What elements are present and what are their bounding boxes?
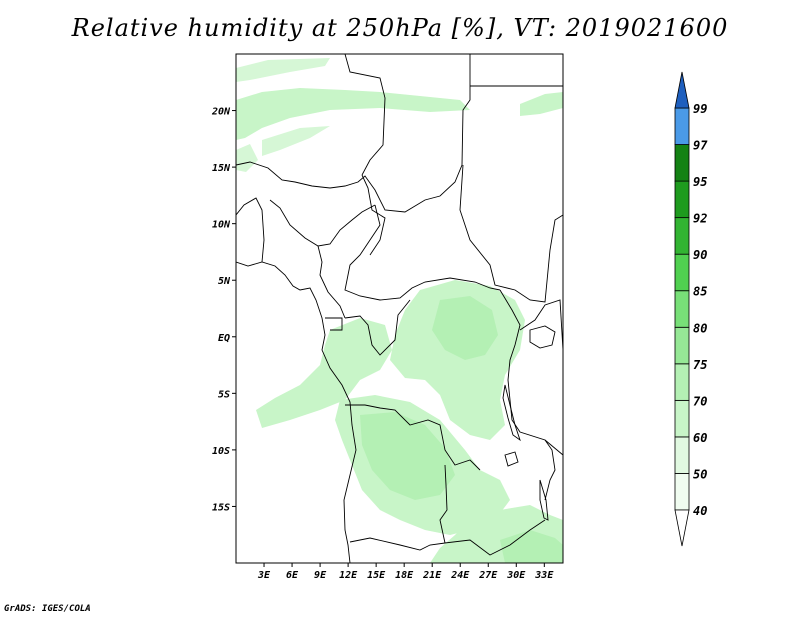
humidity-streak-north-3 bbox=[262, 126, 330, 156]
credit-label: GrADS: IGES/COLA bbox=[4, 604, 91, 614]
lat-tick-label: 5N bbox=[218, 276, 231, 287]
gabon-outline bbox=[325, 317, 343, 331]
border-congo-river bbox=[344, 299, 411, 356]
lat-tick-label: 15S bbox=[212, 502, 230, 513]
border-car bbox=[344, 204, 501, 301]
lon-tick-label: 12E bbox=[339, 570, 358, 581]
latitude-ticks: 20N 15N 10N 5N EQ 5S 10S 15S bbox=[211, 107, 236, 513]
border-angola-namibia bbox=[349, 537, 446, 551]
lon-tick-label: 24E bbox=[450, 570, 470, 581]
border-tanzania bbox=[544, 439, 563, 456]
lat-tick-label: 5S bbox=[218, 389, 230, 400]
lon-tick-label: 27E bbox=[478, 570, 498, 581]
humidity-region-angola-inner bbox=[360, 412, 455, 500]
lon-tick-label: 30E bbox=[506, 570, 526, 581]
border-sahel bbox=[236, 54, 471, 213]
humidity-streak-north-4 bbox=[520, 92, 563, 116]
lon-tick-label: 33E bbox=[534, 570, 554, 581]
lat-tick-label: 20N bbox=[211, 107, 231, 118]
country-borders bbox=[236, 54, 563, 563]
border-uganda bbox=[519, 299, 563, 351]
humidity-shading bbox=[236, 58, 563, 563]
border-zambia bbox=[439, 464, 546, 556]
lake-malawi bbox=[539, 479, 549, 521]
lon-tick-label: 21E bbox=[422, 570, 442, 581]
lake-victoria bbox=[529, 325, 556, 349]
border-sudan bbox=[459, 164, 563, 303]
lat-tick-label: 10S bbox=[212, 446, 230, 457]
humidity-blob-central-inner bbox=[432, 296, 498, 360]
lake-mweru bbox=[504, 451, 519, 467]
humidity-streak-north-2 bbox=[236, 88, 470, 140]
lat-tick-label: EQ bbox=[218, 333, 230, 344]
lat-tick-label: 15N bbox=[212, 163, 231, 174]
map-frame bbox=[235, 53, 564, 564]
border-west-africa bbox=[236, 197, 265, 263]
border-libya-chad bbox=[344, 54, 386, 176]
border-nigeria bbox=[269, 199, 376, 247]
humidity-band-west bbox=[256, 318, 392, 428]
lon-tick-label: 9E bbox=[314, 570, 327, 581]
map-title: Relative humidity at 250hPa [%], VT: 201… bbox=[71, 14, 729, 42]
lon-tick-label: 3E bbox=[257, 570, 271, 581]
humidity-streak-north-1 bbox=[236, 58, 330, 82]
border-nile bbox=[361, 174, 386, 256]
border-drc-angola bbox=[345, 404, 481, 471]
humidity-streak-north-5 bbox=[236, 144, 258, 172]
humidity-region-southeast-inner bbox=[500, 530, 563, 563]
lake-tanganyika bbox=[502, 384, 521, 442]
longitude-ticks: 3E 6E 9E 12E 15E 18E 21E 24E 27E 30E 33E bbox=[257, 563, 554, 581]
lat-tick-label: 10N bbox=[212, 220, 231, 231]
lon-tick-label: 18E bbox=[395, 570, 414, 581]
lon-tick-label: 6E bbox=[286, 570, 299, 581]
coastline-west bbox=[236, 261, 357, 563]
lon-tick-label: 15E bbox=[367, 570, 386, 581]
border-cameroon bbox=[317, 245, 346, 319]
